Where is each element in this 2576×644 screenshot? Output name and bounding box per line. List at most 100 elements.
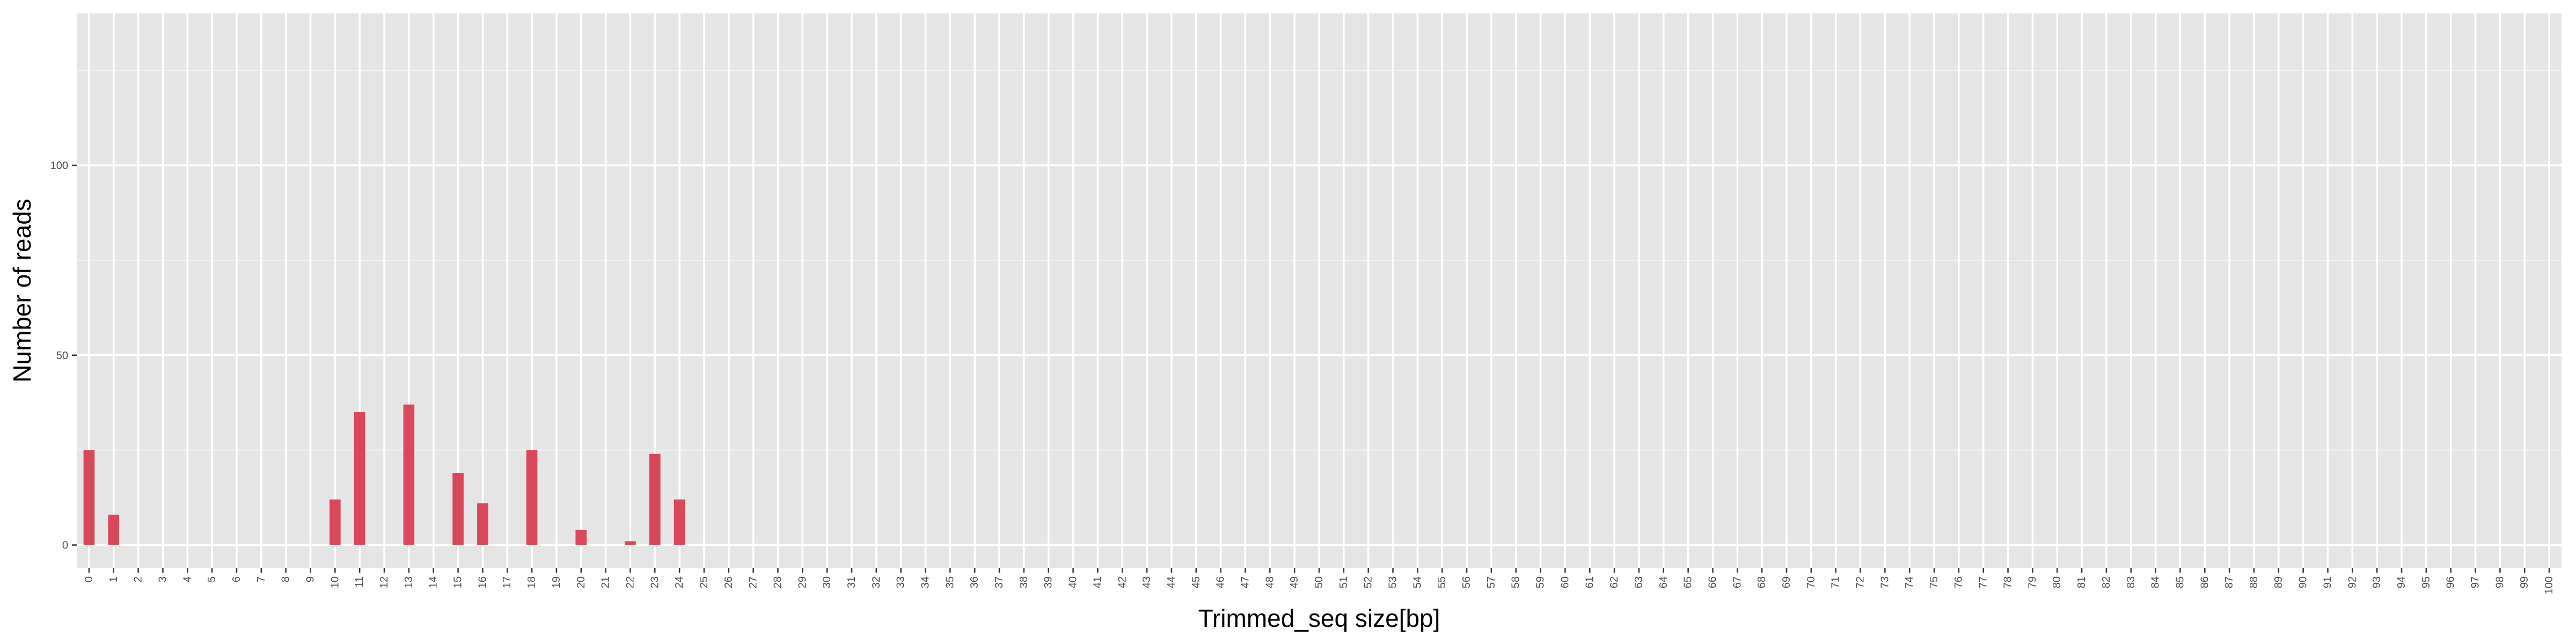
x-tick-label: 41 [1092,576,1103,588]
x-tick-label: 64 [1658,576,1670,588]
x-tick-label: 98 [2494,576,2506,588]
x-tick-label: 42 [1116,576,1128,588]
bar-10 [330,499,341,545]
bar-15 [452,473,464,545]
x-tick-label: 91 [2322,576,2334,588]
x-tick-label: 93 [2371,576,2383,588]
x-tick-label: 37 [993,576,1005,588]
x-tick-label: 79 [2026,576,2038,588]
y-tick-label: 50 [56,350,68,362]
y-axis-title: Number of reads [8,199,36,383]
x-tick-label: 72 [1855,576,1867,588]
x-tick-label: 25 [698,576,710,588]
x-tick-label: 19 [551,576,562,588]
x-tick-label: 21 [600,576,612,588]
x-tick-label: 40 [1067,576,1079,588]
bar-16 [477,503,488,545]
x-tick-label: 86 [2199,576,2211,588]
x-tick-label: 61 [1584,576,1596,588]
bar-13 [403,404,415,545]
x-tick-label: 28 [772,576,784,588]
x-tick-label: 49 [1289,576,1300,588]
x-tick-label: 34 [920,576,932,588]
x-tick-label: 60 [1559,576,1571,588]
x-tick-label: 74 [1904,576,1915,588]
x-tick-label: 99 [2519,576,2530,588]
x-tick-label: 5 [206,576,218,582]
x-tick-label: 83 [2125,576,2137,588]
x-tick-label: 33 [895,576,907,588]
x-tick-label: 9 [304,576,316,582]
x-tick-label: 38 [1018,576,1030,588]
x-tick-label: 30 [821,576,833,588]
x-tick-label: 24 [674,576,685,588]
bars [83,404,685,545]
x-tick-label: 89 [2273,576,2285,588]
x-tick-label: 18 [526,576,538,588]
x-tick-label: 62 [1608,576,1620,588]
x-tick-label: 3 [157,576,169,582]
x-axis: 0 1 2 3 4 5 6 7 8 9 10 11 12 13 14 15 16 17 18 19 20 21 22 23 24… [83,568,2555,594]
x-tick-label: 78 [2002,576,2014,588]
x-tick-label: 57 [1485,576,1497,588]
x-tick-label: 67 [1731,576,1743,588]
x-tick-label: 71 [1830,576,1842,588]
x-tick-label: 6 [231,576,243,582]
y-tick-label: 0 [62,540,68,552]
bar-22 [625,541,636,545]
x-tick-label: 1 [108,576,120,582]
y-axis: 0 50 100 [50,160,77,552]
x-tick-label: 54 [1411,576,1423,588]
x-tick-label: 96 [2445,576,2457,588]
x-tick-label: 87 [2223,576,2235,588]
x-tick-label: 100 [2543,576,2555,594]
x-tick-label: 43 [1141,576,1153,588]
x-tick-label: 10 [329,576,341,588]
x-tick-label: 53 [1387,576,1399,588]
x-tick-label: 0 [83,576,95,582]
x-tick-label: 12 [378,576,390,588]
x-tick-label: 90 [2297,576,2309,588]
x-tick-label: 65 [1682,576,1694,588]
x-tick-label: 56 [1461,576,1473,588]
x-tick-label: 46 [1215,576,1227,588]
x-tick-label: 7 [255,576,267,582]
x-tick-label: 85 [2174,576,2186,588]
x-tick-label: 70 [1805,576,1817,588]
x-tick-label: 16 [477,576,488,588]
x-tick-label: 58 [1510,576,1522,588]
bar-0 [83,450,95,545]
x-tick-label: 51 [1338,576,1350,588]
x-tick-label: 26 [723,576,735,588]
x-tick-label: 75 [1928,576,1940,588]
x-tick-label: 52 [1363,576,1374,588]
x-axis-title: Trimmed_seq size[bp] [1198,604,1440,632]
bar-23 [649,453,661,545]
x-tick-label: 95 [2420,576,2432,588]
x-tick-label: 31 [846,576,858,588]
x-tick-label: 27 [748,576,759,588]
x-tick-label: 22 [624,576,636,588]
bar-24 [674,499,685,545]
x-tick-label: 23 [649,576,661,588]
x-tick-label: 20 [575,576,587,588]
x-tick-label: 66 [1707,576,1718,588]
bar-18 [526,450,538,545]
x-tick-label: 77 [1978,576,1989,588]
x-tick-label: 13 [403,576,415,588]
x-tick-label: 68 [1756,576,1768,588]
x-tick-label: 47 [1239,576,1251,588]
bar-11 [354,412,365,545]
x-tick-label: 2 [133,576,144,582]
x-tick-label: 76 [1953,576,1965,588]
x-tick-label: 82 [2101,576,2112,588]
x-tick-label: 17 [501,576,513,588]
x-tick-label: 39 [1043,576,1055,588]
x-tick-label: 73 [1879,576,1891,588]
x-tick-label: 36 [969,576,980,588]
x-tick-label: 69 [1781,576,1792,588]
x-tick-label: 48 [1264,576,1276,588]
x-tick-label: 92 [2346,576,2358,588]
x-tick-label: 4 [181,576,193,582]
